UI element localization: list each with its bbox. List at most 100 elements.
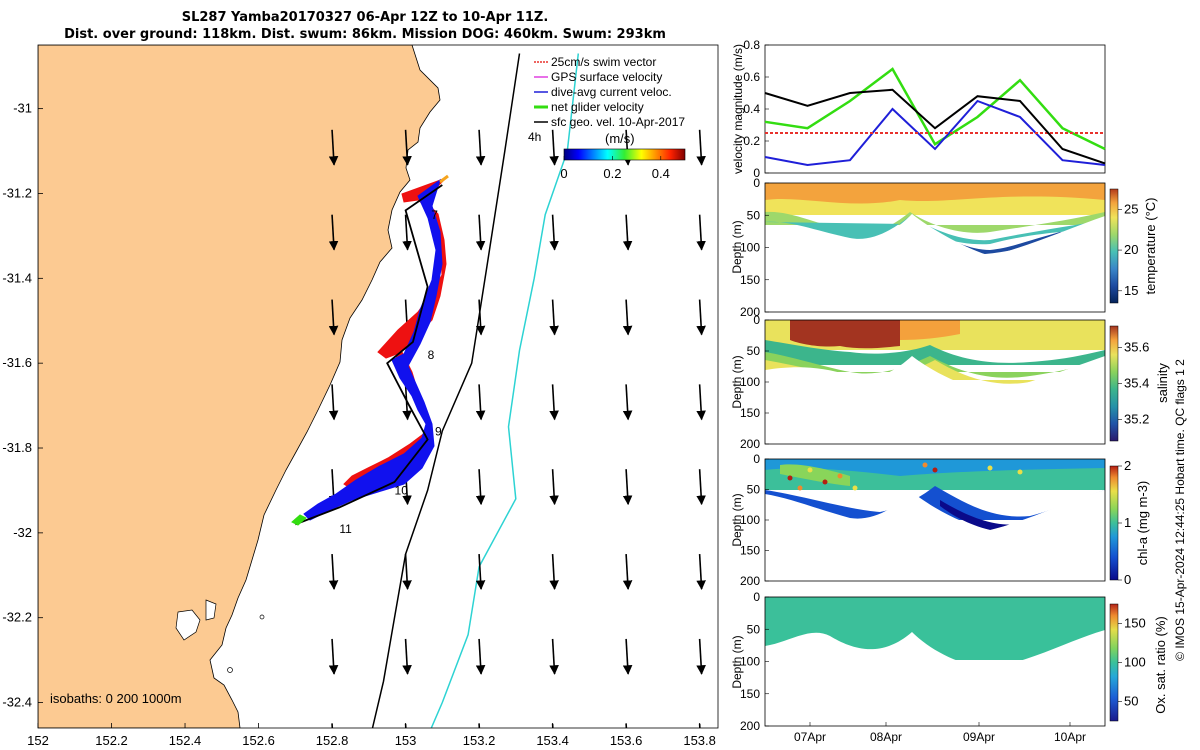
map-x-tick-label: 153.2: [463, 733, 496, 748]
speed-colorbar-bar: [563, 148, 686, 161]
map-x-tick-label: 152.4: [169, 733, 202, 748]
map-y-tick-label: -31.4: [2, 270, 32, 285]
map-y-tick-label: -31.8: [2, 440, 32, 455]
depth-tick-label: 100: [740, 375, 760, 389]
chlorophyll-colorbar: [1109, 465, 1119, 581]
geostrophic-arrow: [549, 129, 559, 166]
velocity-ylabel: velocity magnitude (m/s): [731, 44, 745, 174]
depth-tick-label: 100: [740, 513, 760, 527]
day-marker-label: 11: [339, 522, 352, 536]
speed-colorbar-ticks: 0 0.2 0.4: [560, 156, 670, 181]
oxygen-panel: 0 50 100 150 200 Depth (m) 50 100 150 Ox. sat.…: [730, 590, 1168, 744]
depth-tick-label: 200: [740, 574, 760, 588]
temperature-y-axis: 0 50 100 150 200: [740, 176, 769, 319]
net-glider-track-line: [294, 184, 443, 526]
geostrophic-arrow: [328, 384, 339, 421]
colorbar-tick-label: 20: [1124, 242, 1138, 257]
legend-item-gps-velocity: GPS surface velocity: [534, 70, 662, 84]
velocity-series-line: [764, 88, 1106, 165]
geostrophic-arrow: [696, 638, 706, 675]
oxygen-seafloor-mask: [765, 630, 1105, 726]
geostrophic-arrow: [622, 299, 633, 336]
map-y-axis: -31 -31.2 -31.4 -31.6 -31.8 -32 -32.2 -32.4: [2, 101, 43, 710]
temperature-colorbar-ticks: 15 20 25: [1118, 201, 1138, 298]
depth-tick-label: 100: [740, 241, 760, 255]
velocity-series-line: [764, 67, 1106, 151]
map-y-tick-label: -32.2: [2, 610, 32, 625]
track-end-green: [291, 514, 307, 526]
colorbar-tick-label: 25: [1124, 201, 1138, 216]
geostrophic-arrow: [622, 554, 633, 591]
colorbar-tick-label: 35.2: [1124, 411, 1149, 426]
map-y-tick-label: -32: [13, 525, 32, 540]
salinity-colorbar: [1109, 325, 1119, 442]
speed-colorbar: (m/s) 0 0.2 0.4: [560, 131, 686, 181]
isobath-label: isobaths: 0 200 1000m: [50, 691, 182, 706]
velocity-y-tick-label: 0.6: [743, 70, 760, 84]
oxygen-section: [765, 597, 1105, 671]
depth-tick-label: 100: [740, 655, 760, 669]
day-marker-label: 10: [395, 484, 409, 498]
geostrophic-arrow: [622, 638, 633, 675]
geostrophic-arrow: [696, 384, 706, 421]
map-y-tick-label: -31.6: [2, 355, 32, 370]
chlorophyll-colorbar-ticks: 0 1 2: [1118, 458, 1131, 587]
geostrophic-arrow: [402, 214, 412, 251]
chlorophyll-y-axis: 0 50 100 150 200: [740, 452, 769, 588]
geostrophic-velocity-vectors: [328, 129, 706, 728]
velocity-y-tick-label: 0.4: [743, 102, 760, 116]
imos-credit: © IMOS 15-Apr-2024 12:44:25 Hobart time.…: [1173, 359, 1187, 661]
temperature-colorbar: [1109, 188, 1119, 304]
geostrophic-arrow: [549, 469, 559, 506]
depth-tick-label: 200: [740, 305, 760, 319]
temperature-colorbar-label: temperature (°C): [1143, 198, 1158, 295]
legend-item-dive-avg: dive-avg current veloc.: [534, 85, 672, 99]
chlorophyll-colorbar-label: chl-a (mg m-3): [1135, 481, 1150, 566]
day-marker-label: 9: [435, 424, 442, 438]
depth-tick-label: 0: [753, 176, 760, 190]
geostrophic-arrow: [328, 129, 339, 166]
geostrophic-arrow: [696, 129, 706, 166]
colorbar-tick-label: 50: [1124, 694, 1138, 709]
depth-tick-label: 50: [747, 483, 761, 497]
geostrophic-arrow: [696, 214, 706, 251]
oxygen-x-axis: 07Apr 08Apr 09Apr 10Apr: [794, 722, 1086, 744]
bays-and-islands: [175, 599, 265, 673]
map-x-tick-label: 153.4: [536, 733, 569, 748]
map-x-tick-label: 152.2: [95, 733, 128, 748]
velocity-y-tick-label: 0.8: [743, 38, 760, 52]
depth-tick-label: 50: [747, 622, 761, 636]
time-x-tick-label: 09Apr: [963, 730, 995, 744]
speed-colorbar-label: (m/s): [605, 131, 635, 146]
map-x-tick-label: 152: [27, 733, 49, 748]
legend-item-swim-vector: 25cm/s swim vector: [534, 55, 656, 69]
geostrophic-arrow: [475, 554, 486, 591]
velocity-y-axis: 0 0.2 0.4 0.6 0.8: [743, 38, 769, 180]
depth-tick-label: 50: [747, 344, 761, 358]
chlorophyll-hotspots: [787, 462, 1023, 491]
speed-colorbar-tick-label: 0: [560, 166, 567, 181]
map-x-axis: 152 152.2 152.4 152.6 152.8 153 153.2 153.4 153.…: [27, 723, 716, 748]
depth-tick-label: 150: [740, 687, 760, 701]
depth-tick-label: 0: [753, 590, 760, 604]
geostrophic-arrow: [475, 299, 486, 336]
colorbar-tick-label: 15: [1124, 283, 1138, 298]
geostrophic-arrow: [328, 214, 339, 251]
day-marker-label: 8: [428, 348, 435, 362]
speed-colorbar-tick-label: 0.2: [603, 166, 621, 181]
geostrophic-arrow: [622, 469, 633, 506]
chlorophyll-panel: 0 50 100 150 200 Depth (m) 0 1 2 chl-a (mg m-3…: [730, 452, 1150, 588]
map-x-tick-label: 152.6: [242, 733, 275, 748]
depth-tick-label: 150: [740, 273, 760, 287]
temperature-panel: 0 50 100 150 200 Depth (m) 15 20 25 temperatur…: [730, 176, 1158, 319]
oxygen-ylabel: Depth (m): [730, 635, 744, 688]
salinity-panel: 0 50 100 150 200 Depth (m) 35.2 35.4 35.6 sali…: [730, 313, 1170, 451]
map-x-tick-label: 152.8: [316, 733, 349, 748]
geostrophic-arrow: [475, 638, 486, 675]
track-start-orange: [439, 174, 449, 184]
geostrophic-arrow: [549, 299, 559, 336]
geostrophic-arrow: [549, 554, 559, 591]
colorbar-tick-label: 150: [1124, 616, 1146, 631]
legend-label-geostrophic: sfc geo. vel. 10-Apr-2017: [551, 115, 685, 129]
geostrophic-arrow: [328, 299, 339, 336]
